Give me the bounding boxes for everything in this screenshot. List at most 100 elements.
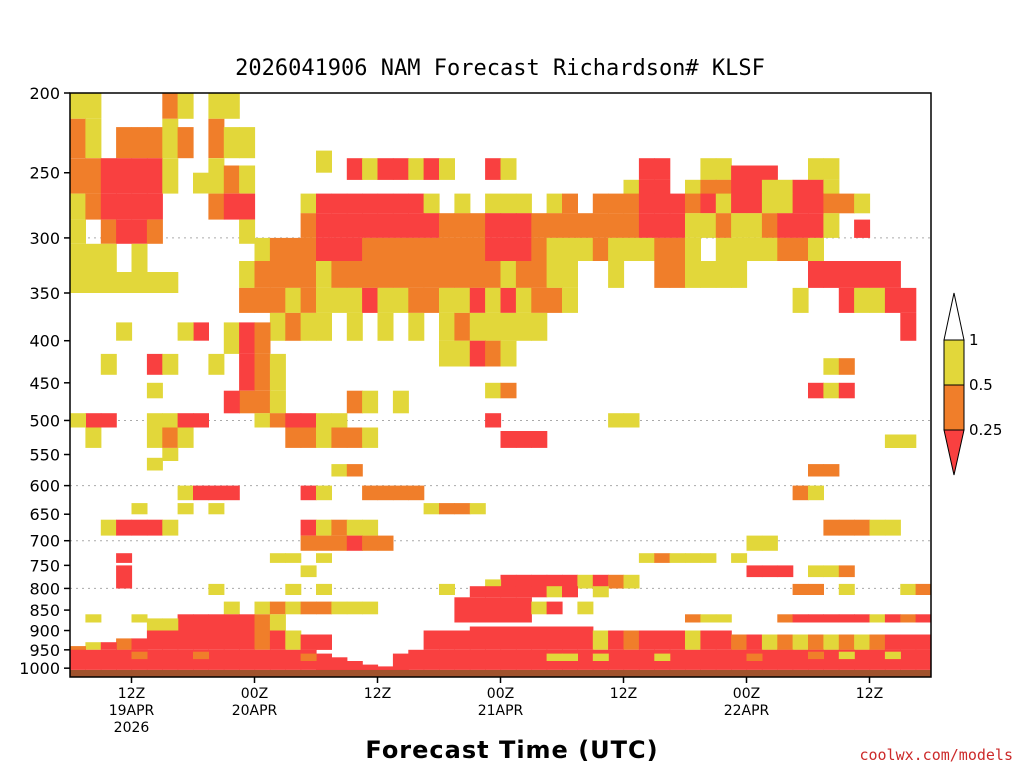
- cell-ri-below-0-25: [531, 586, 548, 598]
- cell-ri-0-25-to-0-5: [592, 213, 609, 238]
- cell-ri-0-5-to-1: [823, 358, 840, 375]
- cell-ri-0-25-to-0-5: [439, 213, 455, 238]
- cell-ri-below-0-25: [454, 630, 471, 650]
- cell-ri-below-0-25: [515, 213, 532, 238]
- cell-ri-below-0-25: [485, 237, 502, 261]
- cell-ri-below-0-25: [669, 213, 686, 238]
- cell-ri-below-0-25: [269, 649, 286, 670]
- cell-ri-0-25-to-0-5: [239, 390, 256, 414]
- cell-ri-0-25-to-0-5: [116, 638, 133, 650]
- cell-ri-0-5-to-1: [162, 618, 179, 631]
- cell-ri-below-0-25: [715, 630, 732, 650]
- cell-ri-0-25-to-0-5: [454, 261, 471, 288]
- cell-ri-below-0-25: [746, 193, 763, 214]
- cell-ri-below-0-25: [223, 614, 240, 631]
- cell-ri-below-0-25: [146, 353, 163, 375]
- cell-ri-0-25-to-0-5: [546, 213, 563, 238]
- cell-ri-0-25-to-0-5: [377, 485, 394, 501]
- cell-ri-0-25-to-0-5: [331, 261, 348, 288]
- cell-ri-0-5-to-1: [239, 219, 256, 244]
- cell-ri-below-0-25: [177, 614, 194, 631]
- cell-ri-below-0-25: [392, 653, 409, 670]
- cell-ri-0-25-to-0-5: [838, 565, 855, 578]
- cell-ri-0-25-to-0-5: [362, 485, 379, 501]
- cell-ri-below-0-25: [239, 649, 256, 670]
- cell-ri-below-0-25: [331, 193, 348, 214]
- cell-ri-below-0-25: [239, 353, 256, 391]
- cell-ri-below-0-25: [392, 193, 409, 214]
- cell-ri-0-25-to-0-5: [285, 261, 302, 288]
- cell-ri-0-25-to-0-5: [454, 503, 471, 515]
- cell-ri-below-0-25: [469, 287, 486, 313]
- cell-ri-0-25-to-0-5: [838, 358, 855, 375]
- y-tick-label: 250: [29, 164, 60, 183]
- y-axis: 200 250 300 350 400 450 500 550 600 650 700 750 800 8…: [19, 84, 70, 678]
- cell-ri-below-0-25: [100, 413, 117, 428]
- cell-ri-0-5-to-1: [746, 535, 763, 551]
- cell-ri-0-25-to-0-5: [208, 193, 225, 220]
- cell-ri-0-5-to-1: [70, 193, 86, 220]
- cell-ri-0-5-to-1: [162, 448, 179, 461]
- cell-ri-0-25-to-0-5: [546, 287, 563, 313]
- y-tick-label: 350: [29, 284, 60, 303]
- legend-swatch-red: [943, 429, 965, 476]
- cell-ri-below-0-25: [854, 649, 871, 670]
- cell-ri-0-5-to-1: [208, 503, 225, 515]
- cell-ri-0-5-to-1: [70, 219, 86, 244]
- cell-ri-0-5-to-1: [669, 553, 686, 563]
- cell-ri-0-5-to-1: [392, 287, 409, 313]
- cell-ri-below-0-25: [654, 213, 671, 238]
- legend-swatch-above-1: [943, 292, 965, 341]
- cell-ri-0-25-to-0-5: [531, 237, 548, 261]
- credit-text: coolwx.com/models: [859, 746, 1013, 764]
- cell-ri-0-5-to-1: [146, 618, 163, 631]
- cell-ri-0-25-to-0-5: [423, 237, 440, 261]
- cell-ri-0-5-to-1: [608, 413, 625, 428]
- cell-ri-0-5-to-1: [362, 158, 379, 180]
- cell-ri-0-25-to-0-5: [623, 630, 640, 650]
- cell-ri-0-5-to-1: [162, 353, 179, 375]
- cell-ri-0-25-to-0-5: [362, 535, 379, 551]
- cell-ri-0-5-to-1: [362, 601, 379, 615]
- y-tick-label: 200: [29, 84, 60, 103]
- cell-ri-0-5-to-1: [515, 287, 532, 313]
- cell-ri-0-5-to-1: [531, 312, 548, 341]
- cell-ri-0-25-to-0-5: [408, 261, 425, 288]
- x-tick-label: 12Z: [856, 686, 883, 702]
- cell-ri-0-5-to-1: [300, 193, 317, 214]
- cell-ri-below-0-25: [792, 649, 809, 670]
- cell-ri-below-0-25: [100, 642, 117, 650]
- cell-ri-below-0-25: [116, 649, 133, 670]
- cell-ri-0-25-to-0-5: [808, 651, 824, 660]
- cell-ri-below-0-25: [316, 634, 332, 650]
- cell-ri-below-0-25: [531, 431, 548, 448]
- cell-ri-below-0-25: [500, 287, 517, 313]
- cell-ri-0-25-to-0-5: [792, 485, 809, 501]
- cell-ri-0-5-to-1: [269, 312, 286, 341]
- cell-ri-0-5-to-1: [392, 390, 409, 414]
- cell-ri-below-0-25: [638, 193, 655, 214]
- cell-ri-0-25-to-0-5: [346, 464, 363, 477]
- y-tick-label: 800: [29, 579, 60, 598]
- cell-ri-0-5-to-1: [823, 565, 840, 578]
- cell-ri-below-0-25: [377, 158, 394, 180]
- cell-ri-0-5-to-1: [316, 485, 332, 501]
- cell-ri-0-5-to-1: [208, 583, 225, 595]
- cell-ri-0-25-to-0-5: [269, 261, 286, 288]
- cell-ri-0-5-to-1: [146, 272, 163, 293]
- cell-ri-0-25-to-0-5: [408, 485, 425, 501]
- cell-ri-0-5-to-1: [377, 312, 394, 341]
- cell-ri-below-0-25: [546, 626, 563, 650]
- cell-ri-0-5-to-1: [423, 193, 440, 214]
- cell-ri-0-5-to-1: [146, 427, 163, 448]
- cell-ri-0-5-to-1: [70, 93, 86, 119]
- cell-ri-0-25-to-0-5: [715, 213, 732, 238]
- cell-ri-0-5-to-1: [746, 237, 763, 261]
- cell-ri-below-0-25: [131, 638, 148, 650]
- cell-ri-0-25-to-0-5: [469, 237, 486, 261]
- cell-ri-below-0-25: [346, 213, 363, 238]
- cell-ri-below-0-25: [316, 193, 332, 214]
- ground-layer: [70, 669, 931, 677]
- cell-ri-below-0-25: [592, 574, 609, 589]
- cell-ri-0-5-to-1: [316, 519, 332, 536]
